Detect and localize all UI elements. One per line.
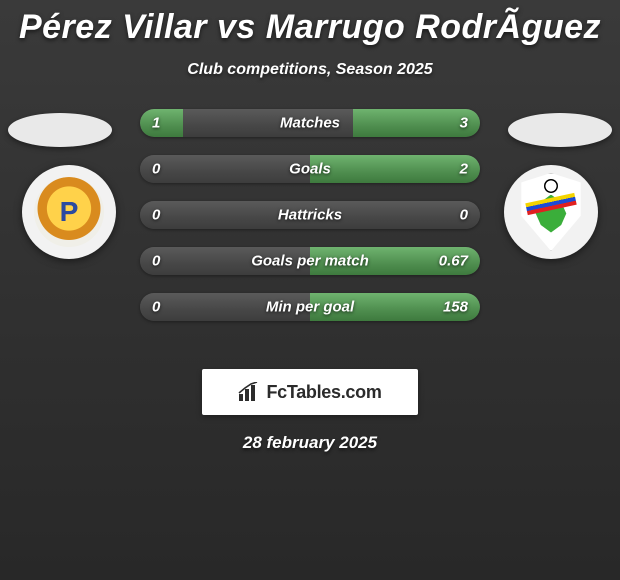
stat-value-right: 2 [460,161,468,178]
stat-label: Hattricks [278,207,342,224]
stat-label: Goals per match [251,253,369,270]
team-badge-right [504,165,598,259]
crest-left-icon [34,177,104,247]
stat-value-right: 0.67 [439,253,468,270]
team-badge-left [22,165,116,259]
stat-value-left: 0 [152,299,160,316]
stat-value-left: 0 [152,207,160,224]
stat-fill-left [140,109,183,137]
stat-value-left: 0 [152,253,160,270]
crest-right-icon [518,173,584,251]
stat-row: 0 Min per goal 158 [140,293,480,321]
stat-label: Matches [280,115,340,132]
stat-value-right: 3 [460,115,468,132]
brand-bars-icon [238,382,260,402]
flag-right-placeholder [508,113,612,147]
flag-left-placeholder [8,113,112,147]
stat-row: 0 Goals per match 0.67 [140,247,480,275]
stat-row: 0 Goals 2 [140,155,480,183]
brand-text: FcTables.com [266,382,381,403]
stat-rows-container: 1 Matches 3 0 Goals 2 0 Hattricks 0 0 Goals per ma… [140,109,480,339]
comparison-stage: 1 Matches 3 0 Goals 2 0 Hattricks 0 0 Goals per ma… [0,109,620,349]
stat-label: Min per goal [266,299,354,316]
date-label: 28 february 2025 [0,433,620,453]
stat-value-right: 158 [443,299,468,316]
stat-fill-right [310,155,480,183]
stat-row: 0 Hattricks 0 [140,201,480,229]
stat-value-left: 1 [152,115,160,132]
stat-row: 1 Matches 3 [140,109,480,137]
page-subtitle: Club competitions, Season 2025 [0,61,620,79]
stat-label: Goals [289,161,331,178]
brand-badge: FcTables.com [202,369,418,415]
stat-value-right: 0 [460,207,468,224]
stat-value-left: 0 [152,161,160,178]
page-title: Pérez Villar vs Marrugo RodrÃ­guez [0,0,620,47]
